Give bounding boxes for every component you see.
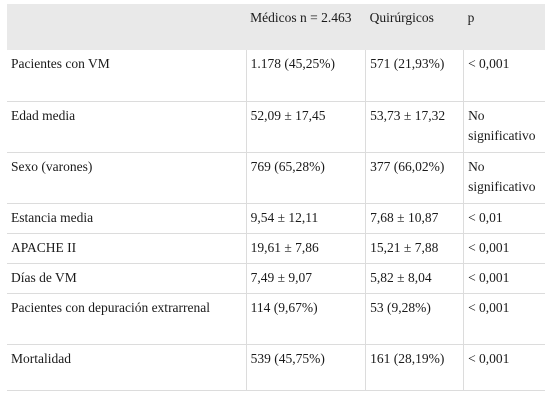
cell-p: < 0,001 [463,233,545,263]
cell-p: < 0,01 [463,203,545,233]
cell-quirurgicos: 53 (9,28%) [365,293,464,344]
table-row: Días de VM 7,49 ± 9,07 5,82 ± 8,04 < 0,0… [7,263,545,293]
row-label: Pacientes con VM [11,56,110,71]
row-label: Días de VM [11,269,77,285]
cell-medicos: 52,09 ± 17,45 [245,101,366,152]
table-row: Sexo (varones) 769 (65,28%) 377 (66,02%)… [7,152,545,203]
header-empty [7,4,246,50]
cell-quirurgicos: 377 (66,02%) [365,152,464,203]
table-row: Estancia media 9,54 ± 12,11 7,68 ± 10,87… [7,203,545,233]
cell-quirurgicos: 161 (28,19%) [365,344,464,390]
cell-medicos: 7,49 ± 9,07 [245,263,366,293]
cell-medicos: 9,54 ± 12,11 [245,203,366,233]
cell-quirurgicos: 53,73 ± 17,32 [365,101,464,152]
cell-p: No significativo [463,152,545,203]
cell-p: < 0,001 [463,293,545,344]
row-label: Sexo (varones) [11,158,93,174]
cell-p: No significativo [463,101,545,152]
table-row: Pacientes con depuración extrarrenal 114… [7,293,545,344]
cell-p: < 0,001 [463,50,545,101]
row-label: Edad media [11,107,76,123]
cell-quirurgicos: 5,82 ± 8,04 [365,263,464,293]
row-label: Estancia media [11,209,94,225]
header-p: p [467,10,475,25]
table-row: APACHE II 19,61 ± 7,86 15,21 ± 7,88 < 0,… [7,233,545,263]
cell-p: < 0,001 [463,344,545,390]
cell-p: < 0,001 [463,263,545,293]
table-row: Edad media 52,09 ± 17,45 53,73 ± 17,32 N… [7,101,545,152]
cell-medicos: 769 (65,28%) [245,152,366,203]
cell-medicos: 1.178 (45,25%) [245,50,366,101]
cell-quirurgicos: 571 (21,93%) [365,50,464,101]
cell-quirurgicos: 7,68 ± 10,87 [365,203,464,233]
header-quirurgicos: Quirúrgicos [369,10,434,25]
comparison-table: Médicos n = 2.463 Quirúrgicos p Paciente… [7,4,545,391]
table-row: Pacientes con VM 1.178 (45,25%) 571 (21,… [7,50,545,101]
header-medicos: Médicos n = 2.463 [250,10,352,25]
cell-quirurgicos: 15,21 ± 7,88 [365,233,464,263]
cell-medicos: 114 (9,67%) [245,293,366,344]
table-row: Mortalidad 539 (45,75%) 161 (28,19%) < 0… [7,344,545,390]
row-label: Pacientes con depuración extrarrenal [11,299,211,315]
header-row: Médicos n = 2.463 Quirúrgicos p [7,4,545,50]
row-label: Mortalidad [11,350,71,366]
cell-medicos: 19,61 ± 7,86 [245,233,366,263]
cell-medicos: 539 (45,75%) [245,344,366,390]
row-label: APACHE II [11,239,77,255]
